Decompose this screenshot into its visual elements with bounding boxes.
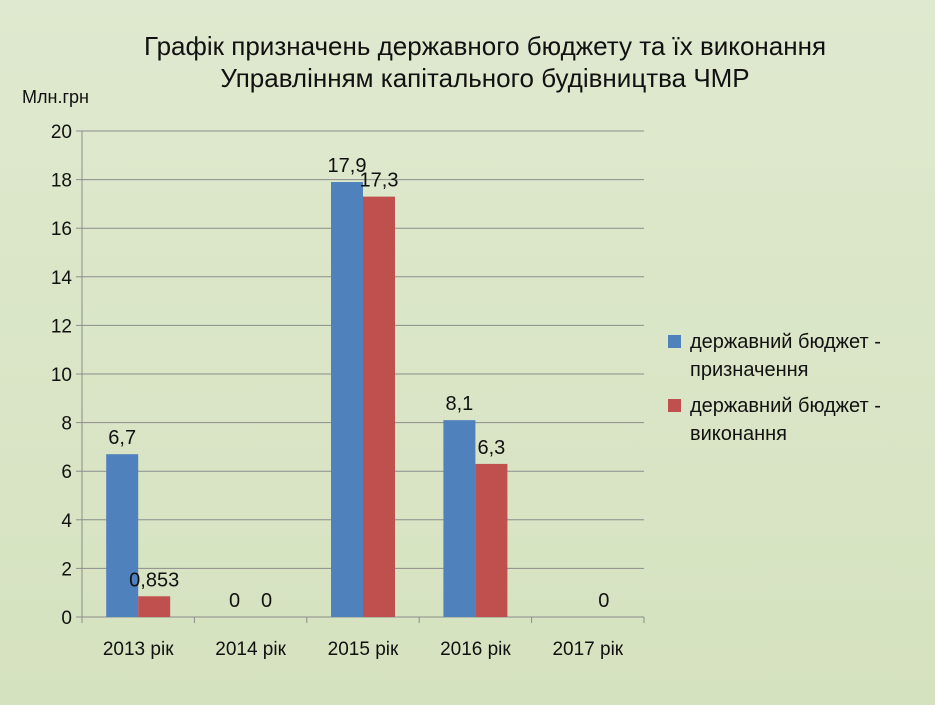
data-label: 17,9 [328, 155, 367, 177]
y-tick-label: 16 [51, 219, 72, 240]
y-tick-label: 18 [51, 171, 72, 192]
data-label: 0,853 [129, 569, 179, 591]
legend-item-planned: державний бюджет - призначення [668, 328, 928, 384]
bar [363, 196, 395, 618]
y-tick-label: 0 [61, 608, 72, 629]
data-label: 0 [261, 590, 272, 612]
data-label: 6,7 [108, 427, 136, 449]
legend-label-planned-line2: призначення [690, 359, 809, 381]
x-tick-label: 2017 рік [552, 639, 623, 660]
data-label: 0 [229, 590, 240, 612]
x-tick-label: 2013 рік [103, 639, 174, 660]
data-label: 6,3 [477, 437, 505, 459]
legend: державний бюджет - призначення державний… [668, 328, 928, 456]
legend-label-executed-line2: виконання [690, 423, 787, 445]
y-tick-label: 10 [51, 365, 72, 386]
y-tick-label: 4 [61, 511, 72, 532]
chart-title-line-2: Управлінням капітального будівництва ЧМР [220, 63, 750, 93]
legend-label-planned-line1: державний бюджет - [690, 331, 881, 353]
legend-item-executed: державний бюджет - виконання [668, 392, 928, 448]
x-tick-label: 2016 рік [440, 639, 511, 660]
x-tick-label: 2014 рік [215, 639, 286, 660]
legend-swatch-executed [668, 399, 681, 412]
y-tick-label: 20 [51, 122, 72, 143]
y-axis-label: Млн.грн [22, 87, 89, 107]
bar [106, 454, 139, 617]
y-tick-label: 14 [51, 268, 73, 289]
bar [475, 463, 508, 617]
data-label: 8,1 [445, 393, 473, 415]
data-label: 17,3 [360, 170, 399, 192]
legend-swatch-planned [668, 335, 681, 348]
y-tick-label: 2 [61, 559, 72, 580]
bar [138, 596, 171, 617]
chart-title: Графік призначень державного бюджету та … [40, 30, 930, 94]
y-tick-label: 8 [61, 414, 72, 435]
x-tick-label: 2015 рік [328, 639, 399, 660]
y-tick-label: 12 [51, 316, 72, 337]
legend-label-executed-line1: державний бюджет - [690, 395, 881, 417]
y-tick-label: 6 [61, 462, 72, 483]
chart-title-line-1: Графік призначень державного бюджету та … [143, 31, 827, 61]
bar [443, 420, 476, 617]
bar [331, 182, 363, 617]
data-label: 0 [598, 590, 609, 612]
